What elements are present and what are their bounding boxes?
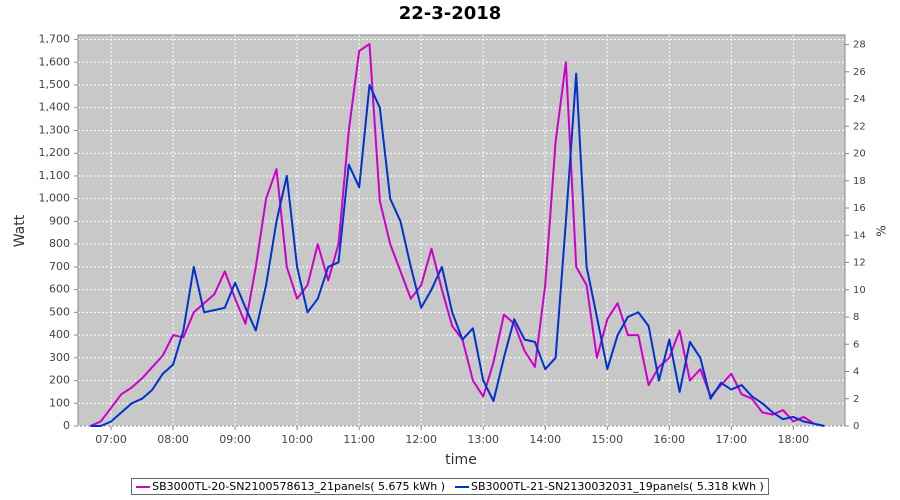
y2-tick-label: 28 [853, 40, 866, 51]
y-tick-label: 1,200 [39, 146, 71, 159]
x-tick-label: 13:00 [467, 433, 499, 446]
y-tick-label: 900 [49, 214, 70, 227]
x-tick-label: 08:00 [157, 433, 189, 446]
legend: SB3000TL-20-SN2100578613_21panels( 5.675… [0, 478, 900, 495]
legend-swatch [136, 485, 151, 488]
chart-title: 22-3-2018 [399, 3, 502, 24]
y-tick-label: 1,500 [39, 78, 71, 91]
y-tick-label: 100 [49, 396, 70, 409]
y2-tick-label: 4 [853, 367, 859, 378]
x-tick-label: 16:00 [653, 433, 685, 446]
y-tick-label: 1,300 [39, 123, 71, 136]
series-line [90, 72, 825, 427]
y-tick-label: 1,400 [39, 101, 71, 114]
y-tick-label: 700 [49, 260, 70, 273]
y-axis-label: Watt [12, 214, 28, 247]
y-tick-label: 1,600 [39, 55, 71, 68]
x-tick-label: 18:00 [777, 433, 809, 446]
legend-box: SB3000TL-20-SN2100578613_21panels( 5.675… [131, 478, 769, 495]
y2-tick-label: 20 [853, 149, 866, 160]
plot-area [77, 34, 846, 427]
x-tick-label: 10:00 [281, 433, 313, 446]
legend-item: SB3000TL-21-SN2130032031_19panels( 5.318… [455, 480, 764, 493]
x-tick-label: 15:00 [591, 433, 623, 446]
x-tick-label: 09:00 [219, 433, 251, 446]
y2-tick-label: 6 [853, 339, 859, 350]
y-tick-label: 0 [63, 419, 70, 432]
y2-tick-label: 16 [853, 203, 866, 214]
y-tick-label: 400 [49, 328, 70, 341]
x-tick-label: 17:00 [715, 433, 747, 446]
y2-tick-label: 10 [853, 285, 866, 296]
x-tick-label: 12:00 [405, 433, 437, 446]
y-tick-label: 600 [49, 283, 70, 296]
series-line [89, 43, 825, 427]
y-tick-label: 200 [49, 374, 70, 387]
y2-tick-label: 2 [853, 394, 859, 405]
x-tick-label: 14:00 [529, 433, 561, 446]
y2-axis-label: % [875, 225, 889, 236]
legend-label: SB3000TL-21-SN2130032031_19panels( 5.318… [471, 480, 764, 493]
x-axis-label: time [445, 452, 477, 468]
y2-tick-label: 14 [853, 230, 866, 241]
y-tick-label: 300 [49, 351, 70, 364]
y2-tick-label: 22 [853, 121, 866, 132]
y2-tick-label: 26 [853, 67, 866, 78]
y-tick-label: 1,700 [39, 33, 71, 46]
x-tick-label: 07:00 [95, 433, 127, 446]
y2-tick-label: 12 [853, 258, 866, 269]
legend-item: SB3000TL-20-SN2100578613_21panels( 5.675… [136, 480, 445, 493]
legend-label: SB3000TL-20-SN2100578613_21panels( 5.675… [152, 480, 445, 493]
y-tick-label: 1,000 [39, 192, 71, 205]
y2-tick-label: 0 [853, 421, 859, 432]
y-tick-label: 800 [49, 237, 70, 250]
y-tick-label: 1,100 [39, 169, 71, 182]
chart: 22-3-2018 time Watt % 010020030040050060… [12, 3, 889, 468]
legend-swatch [455, 485, 469, 488]
y-tick-label: 500 [49, 305, 70, 318]
y2-tick-label: 8 [853, 312, 859, 323]
x-tick-label: 11:00 [343, 433, 375, 446]
y2-tick-label: 18 [853, 176, 866, 187]
y2-tick-label: 24 [853, 94, 866, 105]
